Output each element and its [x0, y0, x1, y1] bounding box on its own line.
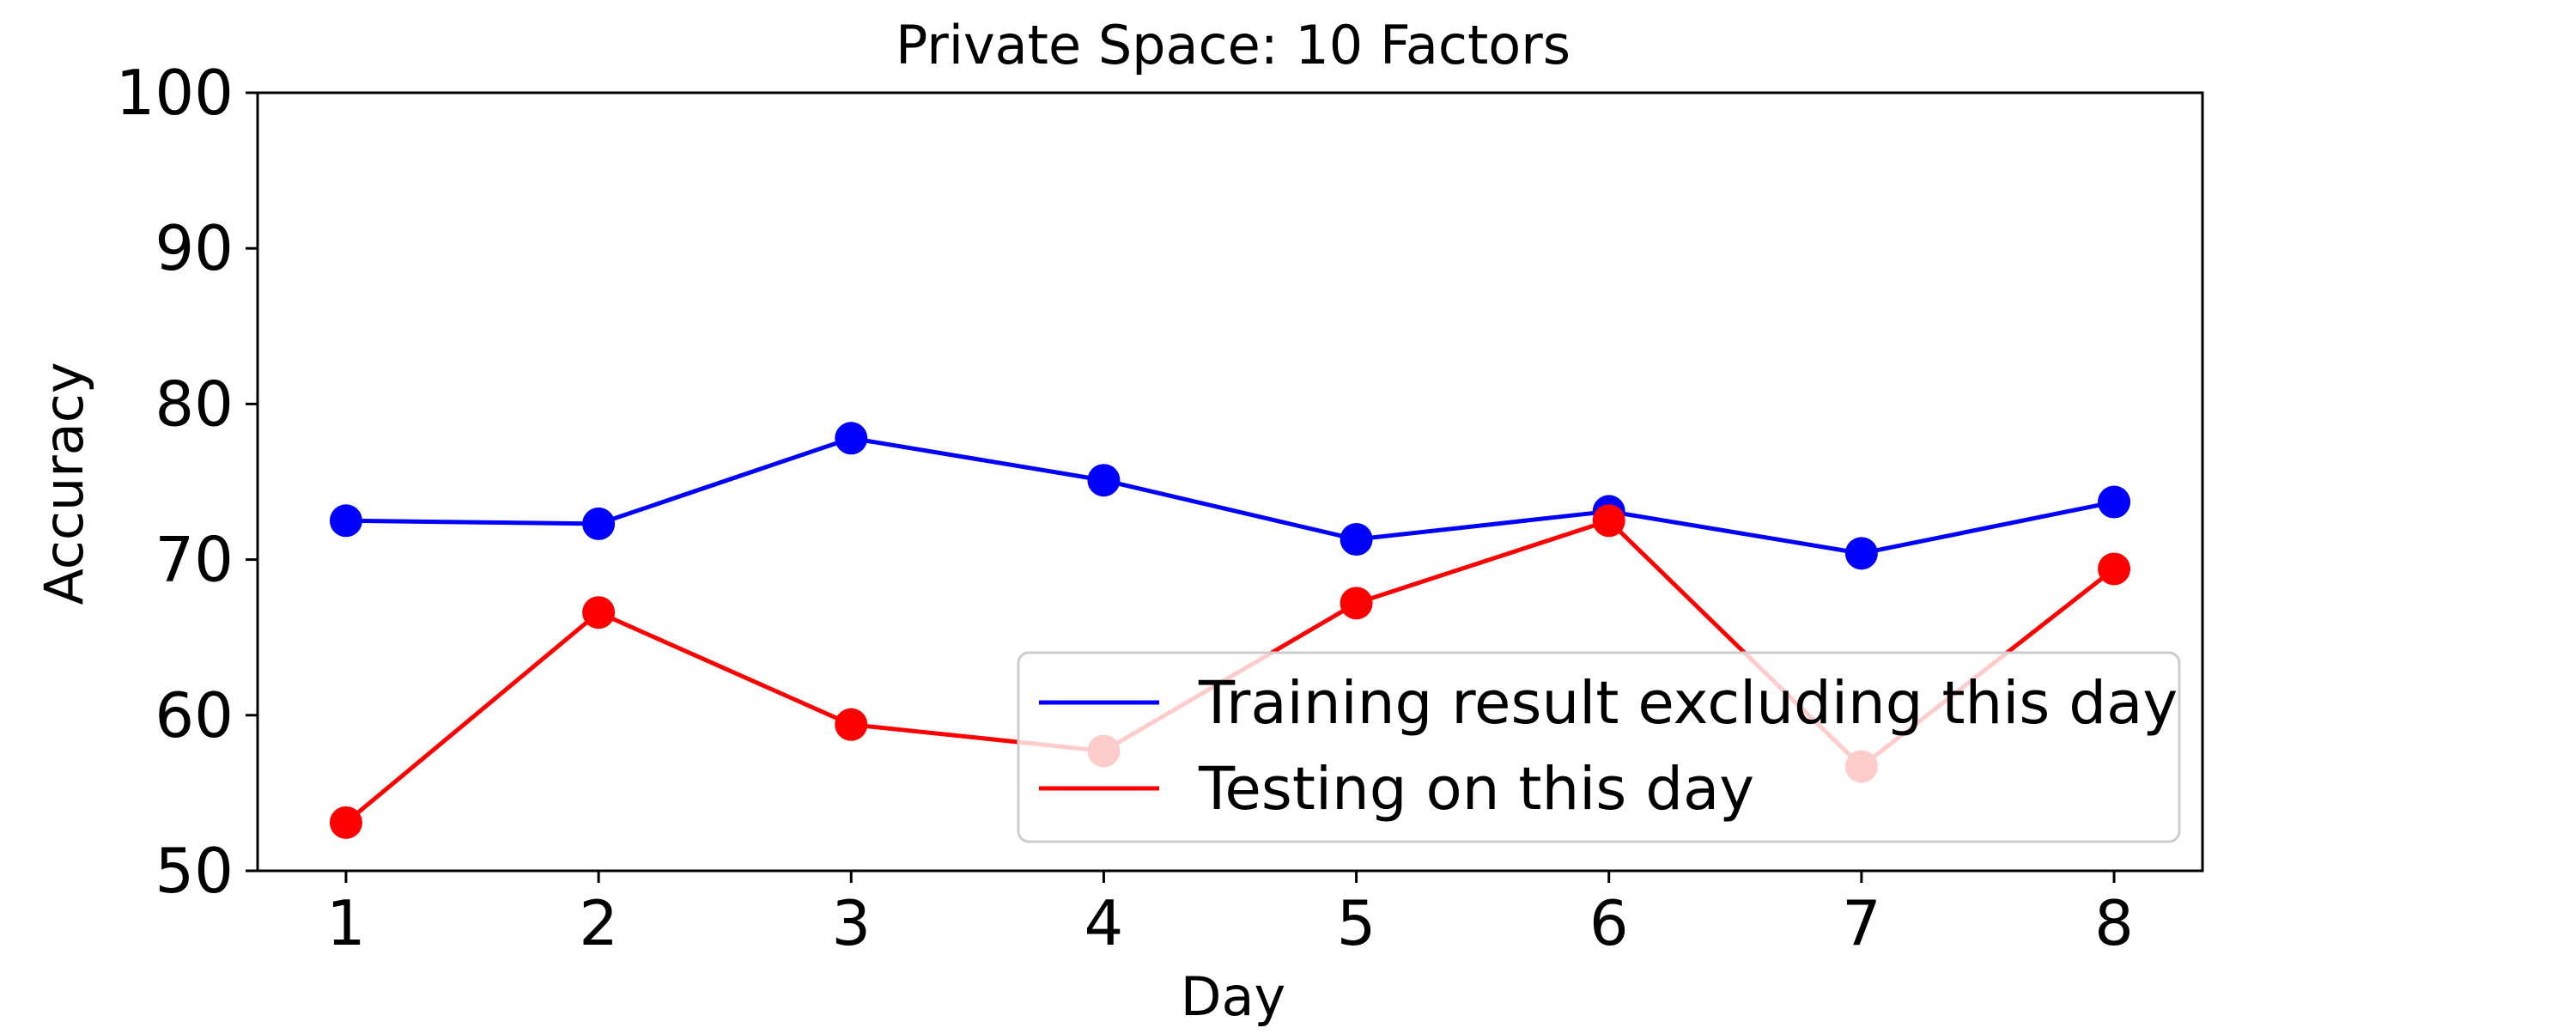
x-tick-label: 2 — [579, 887, 618, 959]
legend-label-1: Training result excluding this day — [1198, 669, 2178, 738]
x-tick-label: 1 — [326, 887, 366, 959]
series-1-point — [1340, 523, 1373, 557]
y-axis-label: Accuracy — [33, 362, 95, 605]
series-1-point — [1844, 537, 1878, 570]
series-1-point — [329, 504, 362, 538]
x-axis-label: Day — [1181, 965, 1285, 1028]
series-2-point — [582, 596, 616, 630]
x-tick-label: 7 — [1842, 887, 1881, 959]
series-2-point — [1340, 587, 1373, 620]
x-tick-label: 3 — [831, 887, 871, 959]
x-tick-label: 8 — [2094, 887, 2134, 959]
series-1-point — [1087, 464, 1121, 497]
y-tick-label: 60 — [155, 679, 234, 751]
legend-box — [1017, 651, 2181, 843]
x-tick-label: 6 — [1589, 887, 1629, 959]
series-1-point — [2098, 485, 2131, 519]
series-line-1 — [345, 435, 2115, 556]
series-2-point — [835, 708, 868, 741]
y-tick-label: 90 — [155, 212, 234, 284]
plot-frame — [256, 91, 2204, 873]
x-tick-label: 5 — [1337, 887, 1376, 959]
y-tick-label: 50 — [155, 835, 234, 907]
y-tick-label: 80 — [155, 368, 234, 440]
series-1-point — [582, 507, 616, 540]
y-tick-label: 70 — [155, 524, 234, 596]
x-tick-label: 4 — [1084, 887, 1124, 959]
legend-label-2: Testing on this day — [1198, 755, 1754, 824]
chart-title: Private Space: 10 Factors — [896, 14, 1571, 76]
series-2-point — [1592, 504, 1625, 538]
series-2-point — [2098, 552, 2131, 586]
y-tick-label: 100 — [116, 57, 234, 129]
series-1-point — [835, 422, 868, 455]
series-2-point — [329, 806, 362, 839]
